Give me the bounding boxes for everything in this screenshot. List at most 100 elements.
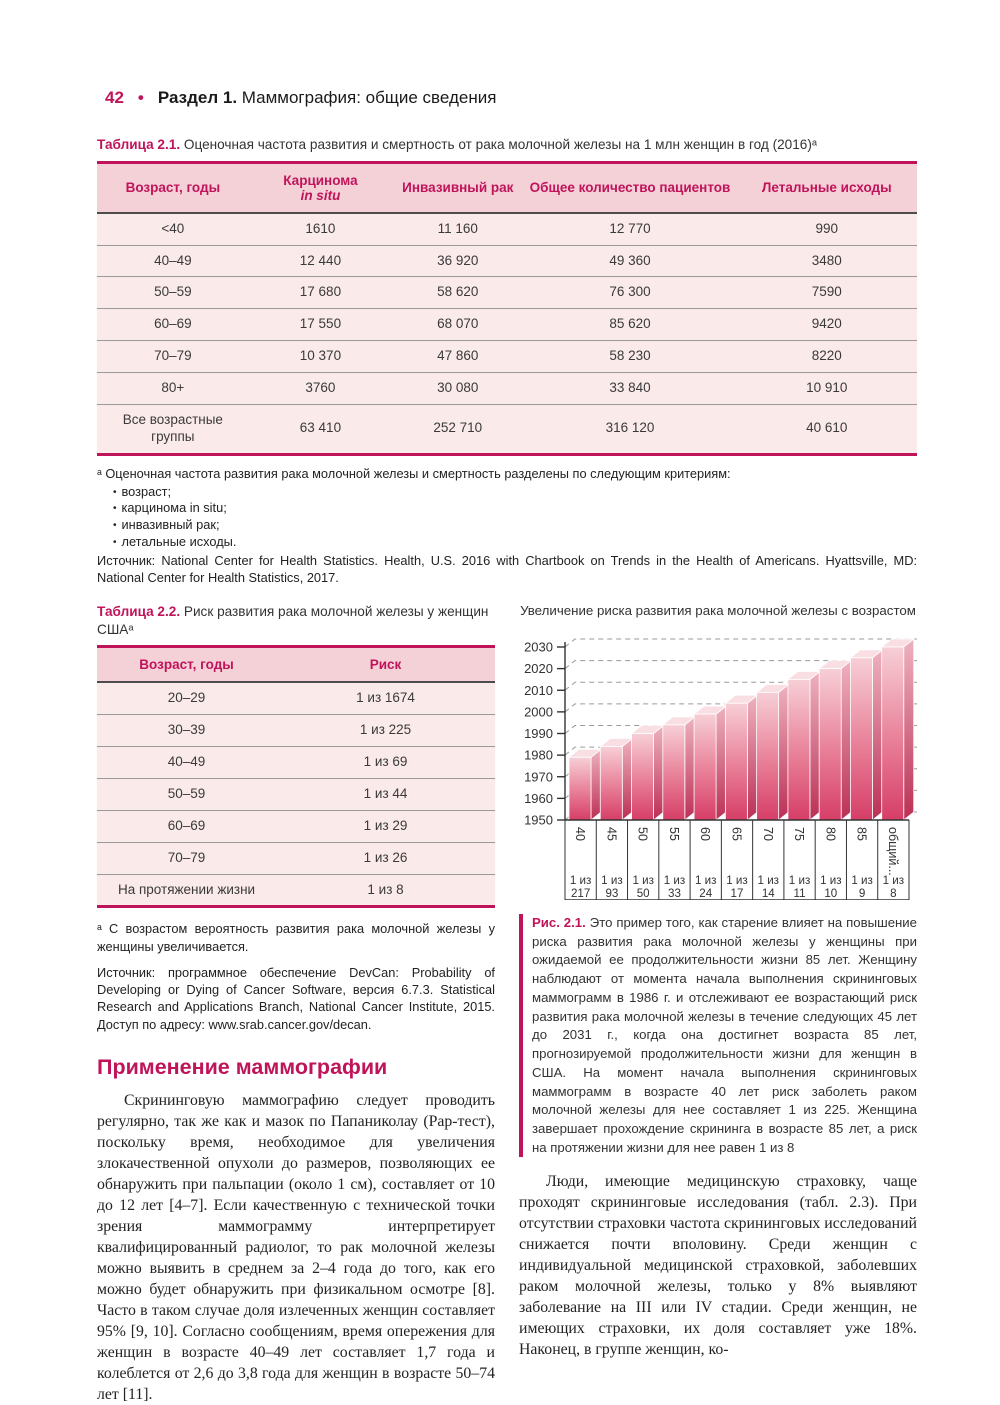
y-tick-label: 2020 bbox=[524, 661, 553, 676]
bar-side-face bbox=[653, 724, 664, 821]
x-axis-age-label: 60 bbox=[698, 827, 712, 841]
bar-front-face bbox=[599, 745, 623, 821]
table2-title: Таблица 2.2. Риск развития рака молочной… bbox=[97, 603, 495, 638]
table-cell: 20–29 bbox=[97, 682, 277, 715]
body-paragraph: Люди, имеющие медицинскую страховку, чащ… bbox=[519, 1173, 917, 1359]
table2-label: Таблица 2.2. bbox=[97, 603, 181, 619]
footnote-item: карцинома in situ; bbox=[113, 500, 917, 517]
table-cell: 8220 bbox=[736, 340, 917, 373]
risk-label-prefix: 1 из bbox=[664, 874, 685, 887]
table-cell: 1 из 44 bbox=[276, 777, 495, 811]
risk-label-value: 17 bbox=[731, 887, 744, 900]
table-cell: 10 910 bbox=[736, 372, 917, 405]
gridline bbox=[564, 638, 917, 648]
risk-label-value: 9 bbox=[859, 887, 865, 900]
risk-label-value: 11 bbox=[794, 887, 806, 900]
table-row: 40–49 12 440 36 920 49 360 3480 bbox=[97, 244, 917, 277]
bar-front-face bbox=[850, 657, 873, 821]
table-cell: 9420 bbox=[736, 308, 917, 341]
table-cell: 990 bbox=[736, 212, 917, 246]
table-cell: 17 550 bbox=[248, 308, 393, 341]
table-row: 70–79 1 из 26 bbox=[97, 841, 495, 874]
risk-label-prefix: 1 из bbox=[883, 874, 904, 887]
page-number: 42 bbox=[105, 88, 124, 107]
body-paragraph: Скрининговую маммографию следует проводи… bbox=[97, 1091, 495, 1403]
x-axis-age-label: 50 bbox=[636, 827, 650, 841]
table-row: 20–29 1 из 1674 bbox=[97, 682, 495, 715]
bar-side-face bbox=[746, 694, 758, 821]
bar-side-face bbox=[621, 737, 633, 821]
column-header: Карцинома in situ bbox=[248, 162, 393, 214]
chart-bar bbox=[692, 705, 728, 821]
bar-front-face bbox=[631, 733, 654, 821]
table-cell: 3760 bbox=[248, 372, 393, 405]
bar-front-face bbox=[568, 756, 592, 821]
chart-bar bbox=[567, 748, 603, 821]
chart-bar bbox=[599, 737, 634, 821]
table-cell: 36 920 bbox=[392, 244, 524, 277]
chart-bar bbox=[630, 724, 665, 821]
table-cell: 11 160 bbox=[392, 212, 524, 246]
table-cell: 85 620 bbox=[523, 308, 737, 341]
table-row: Все возрастные группы 63 410 252 710 316 12… bbox=[97, 403, 917, 455]
table-cell: 40 610 bbox=[736, 403, 917, 455]
chart-bar bbox=[786, 670, 822, 821]
x-axis-age-label: общий... bbox=[886, 827, 900, 876]
table1-footnote: ᵃ Оценочная частота развития рака молочн… bbox=[97, 466, 917, 587]
risk-label-prefix: 1 из bbox=[570, 874, 591, 887]
x-axis-age-label: 40 bbox=[573, 827, 587, 841]
footnote-item: летальные исходы. bbox=[113, 534, 917, 551]
table-cell: <40 bbox=[97, 212, 249, 246]
chart-bar bbox=[880, 638, 915, 821]
bar-front-face bbox=[787, 678, 811, 821]
risk-label-value: 33 bbox=[668, 887, 681, 900]
table-cell: 33 840 bbox=[523, 372, 737, 405]
table-cell: 40–49 bbox=[97, 746, 277, 779]
page-header: 42 • Раздел 1. Маммография: общие сведения bbox=[105, 88, 917, 108]
y-tick-label: 2010 bbox=[524, 683, 553, 698]
table-cell: 60–69 bbox=[97, 308, 249, 341]
table-cell: 1 из 225 bbox=[276, 714, 495, 747]
gridline bbox=[564, 659, 917, 669]
figure-caption: Рис. 2.1. Это пример того, как старение … bbox=[519, 913, 917, 1158]
table1-title-text: Оценочная частота развития и смертность … bbox=[183, 137, 817, 152]
table-cell: На протяжении жизни bbox=[97, 873, 277, 907]
bar-side-face bbox=[778, 683, 790, 821]
x-axis-age-label: 70 bbox=[761, 827, 775, 841]
column-header-label: Инвазивный рак bbox=[402, 180, 514, 196]
table-row: 40–49 1 из 69 bbox=[97, 746, 495, 779]
table-cell: 1610 bbox=[248, 212, 393, 246]
footnote-intro: ᵃ Оценочная частота развития рака молочн… bbox=[97, 465, 731, 481]
bar-front-face bbox=[756, 691, 780, 821]
chart-bar bbox=[818, 659, 853, 821]
table-row: 60–69 1 из 29 bbox=[97, 809, 495, 843]
table-cell: 40–49 bbox=[97, 244, 249, 277]
table2-footnote: ᵃ С возрастом вероятность развития рака … bbox=[97, 921, 495, 954]
table-cell: 10 370 bbox=[248, 340, 393, 373]
table-cell: 63 410 bbox=[248, 403, 393, 455]
risk-label-value: 24 bbox=[699, 887, 712, 900]
table-cell: 50–59 bbox=[97, 276, 249, 309]
bar-front-face bbox=[693, 713, 717, 821]
table-cell: 1 из 69 bbox=[276, 746, 495, 779]
y-tick-label: 1990 bbox=[524, 726, 553, 741]
risk-label-prefix: 1 из bbox=[820, 874, 841, 887]
risk-bar-chart: 1950 1960 1970 1980 1990 2000 2010 2020 2030 40 1 … bbox=[524, 638, 917, 901]
bar-front-face bbox=[662, 724, 686, 821]
y-tick-label: 1950 bbox=[524, 812, 553, 827]
table-cell: 68 070 bbox=[392, 308, 524, 341]
bar-side-face bbox=[903, 638, 915, 821]
column-header: Общее количество пациентов bbox=[523, 162, 737, 214]
risk-label-prefix: 1 из bbox=[695, 874, 716, 887]
table-row: На протяжении жизни 1 из 8 bbox=[97, 873, 495, 907]
column-header-label: Возраст, годы bbox=[139, 657, 234, 673]
table1-label: Таблица 2.1. bbox=[97, 137, 181, 152]
table-row: 50–59 17 680 58 620 76 300 7590 bbox=[97, 276, 917, 309]
table-cell: 3480 bbox=[736, 244, 917, 277]
table-cell: 76 300 bbox=[523, 276, 737, 309]
chart-bar bbox=[661, 715, 696, 821]
table-cell: 60–69 bbox=[97, 809, 277, 843]
risk-label-prefix: 1 из bbox=[789, 874, 810, 887]
column-header: Летальные исходы bbox=[736, 162, 917, 214]
column-header: Риск bbox=[276, 646, 495, 684]
